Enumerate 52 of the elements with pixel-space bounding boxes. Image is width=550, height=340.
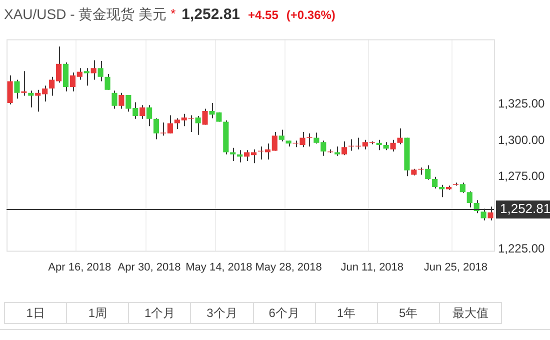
y-tick-label: 1,275.00 bbox=[498, 169, 546, 184]
candlestick bbox=[146, 104, 152, 127]
candlestick bbox=[62, 62, 69, 92]
x-tick-label: Apr 16, 2018 bbox=[48, 261, 112, 274]
candlestick bbox=[376, 139, 382, 151]
candlestick bbox=[90, 60, 96, 80]
candlestick bbox=[153, 118, 160, 140]
text: * bbox=[170, 6, 176, 21]
candlestick bbox=[230, 147, 236, 162]
candlestick bbox=[334, 146, 340, 156]
text: 1日 bbox=[5, 303, 68, 323]
candlestick bbox=[425, 164, 431, 180]
candlestick bbox=[112, 90, 118, 110]
candlestick bbox=[84, 68, 90, 86]
candlestick bbox=[202, 108, 208, 126]
candlestick bbox=[306, 132, 312, 147]
text: 6个月 bbox=[254, 303, 316, 323]
candlestick bbox=[14, 79, 20, 100]
x-tick-label: Jun 25, 2018 bbox=[424, 261, 488, 274]
candlestick bbox=[98, 60, 104, 82]
text: 最大值 bbox=[451, 305, 490, 322]
y-tick-label: 1,225.00 bbox=[498, 242, 546, 256]
candlestick bbox=[438, 184, 445, 198]
text: 1,252.81 bbox=[182, 6, 240, 23]
candlestick bbox=[118, 92, 124, 110]
text: 1周 bbox=[67, 303, 130, 323]
text: (+0.36%) bbox=[286, 8, 336, 22]
ref-line-label: 1,252.81 bbox=[500, 201, 550, 216]
candlestick bbox=[460, 182, 466, 194]
candlestick bbox=[390, 139, 396, 152]
candlestick bbox=[104, 73, 110, 90]
candlestick bbox=[278, 129, 284, 142]
candlestick bbox=[140, 104, 146, 120]
candlestick bbox=[237, 150, 243, 163]
chart-title: XAU/USD - 黄金现货 美元 bbox=[4, 6, 167, 22]
candlestick bbox=[21, 70, 27, 96]
x-tick-label: Apr 30, 2018 bbox=[118, 261, 181, 274]
candlestick bbox=[432, 176, 438, 189]
x-tick-label: May 28, 2018 bbox=[255, 261, 322, 274]
text: +4.55 bbox=[248, 8, 278, 22]
text: 3个月 bbox=[191, 303, 254, 323]
x-tick-label: May 14, 2018 bbox=[186, 261, 252, 274]
candlestick bbox=[397, 128, 403, 145]
candlestick bbox=[195, 116, 201, 136]
x-tick-label: Jun 11, 2018 bbox=[340, 261, 404, 274]
text: 1个月 bbox=[129, 303, 192, 323]
y-tick-label: 1,300.00 bbox=[498, 132, 546, 147]
text: 5年 bbox=[378, 303, 440, 323]
y-tick-label: 1,325.00 bbox=[498, 96, 546, 111]
text: 1年 bbox=[316, 303, 378, 323]
candlestick bbox=[7, 74, 13, 105]
candlestick bbox=[341, 140, 348, 156]
